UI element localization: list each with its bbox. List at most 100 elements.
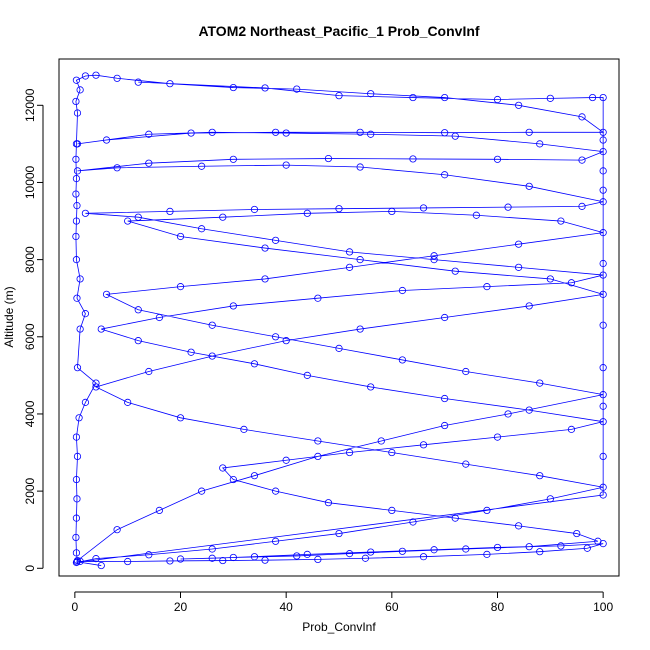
data-point (282, 456, 290, 464)
x-axis: 0 20 40 60 80 100 (72, 591, 613, 614)
data-point (208, 554, 216, 562)
data-point (76, 86, 84, 94)
data-point (599, 198, 607, 206)
data-point (599, 483, 607, 491)
data-point (398, 356, 406, 364)
data-point (72, 256, 81, 264)
data-point (567, 425, 576, 433)
data-point (73, 294, 81, 302)
data-point (599, 128, 607, 136)
data-point (599, 321, 607, 329)
data-point (303, 371, 311, 379)
data-point (271, 487, 280, 495)
data-point (367, 130, 375, 138)
data-point (356, 325, 364, 333)
data-point (314, 437, 322, 445)
data-point (124, 398, 132, 406)
data-point (72, 475, 81, 484)
data-point (229, 302, 237, 310)
data-point (599, 402, 607, 410)
data-point (324, 499, 333, 507)
y-axis: 0 2000 4000 6000 8000 10000 12000 (23, 88, 44, 572)
data-point (72, 140, 81, 148)
data-point (599, 452, 607, 460)
data-point (599, 167, 607, 175)
data-point (335, 92, 343, 100)
data-point (97, 325, 105, 333)
y-tick-label: 10000 (23, 165, 37, 199)
data-point (388, 506, 396, 515)
data-point (293, 552, 301, 560)
data-point (599, 271, 607, 279)
data-point (525, 302, 533, 310)
data-point (515, 522, 523, 530)
data-point (208, 545, 216, 553)
data-point (81, 209, 90, 217)
data-point (166, 80, 174, 88)
data-point (187, 129, 195, 137)
y-tick-label: 0 (23, 565, 37, 572)
chart-title: ATOM2 Northeast_Pacific_1 Prob_ConvInf (198, 23, 479, 39)
data-point (599, 229, 607, 237)
data-point (155, 313, 163, 322)
data-point (599, 259, 607, 268)
data-point (441, 93, 449, 102)
data-point (134, 337, 142, 345)
data-point (536, 140, 544, 148)
data-point (504, 410, 512, 418)
data-point (102, 136, 111, 144)
data-point (451, 267, 459, 275)
data-point (462, 545, 470, 553)
data-point (515, 263, 523, 271)
data-point (599, 186, 607, 194)
data-point (124, 557, 132, 566)
data-point (361, 554, 370, 562)
data-point (303, 209, 311, 217)
data-point (155, 506, 163, 515)
data-point (250, 205, 259, 214)
data-point (599, 148, 607, 156)
data-point (282, 161, 290, 169)
data-point (546, 275, 554, 283)
data-point (472, 211, 480, 219)
data-point (483, 283, 491, 291)
data-point (419, 204, 428, 212)
data-point (261, 84, 269, 92)
data-point (588, 93, 597, 102)
data-point (419, 553, 428, 561)
y-tick-label: 12000 (23, 88, 37, 122)
y-tick-label: 8000 (23, 246, 37, 273)
data-point (229, 155, 237, 163)
data-point (335, 205, 343, 213)
data-point (92, 71, 100, 79)
data-point (72, 549, 81, 557)
data-point (72, 514, 81, 522)
data-point (145, 551, 153, 559)
data-point (525, 543, 533, 551)
data-point (345, 248, 354, 256)
data-point (282, 337, 290, 345)
data-point (546, 94, 554, 102)
x-tick-label: 80 (491, 600, 505, 614)
data-point (219, 464, 227, 472)
data-point (345, 448, 354, 457)
data-point (314, 452, 322, 460)
series-line (75, 74, 605, 566)
data-point (92, 383, 100, 391)
data-point (324, 154, 333, 163)
x-tick-label: 40 (279, 600, 293, 614)
data-point (441, 313, 449, 322)
data-point (515, 101, 523, 109)
data-point (113, 164, 121, 172)
data-point (219, 556, 227, 565)
data-point (388, 207, 396, 215)
data-point (113, 74, 121, 82)
data-point (578, 113, 586, 121)
data-point (567, 279, 576, 287)
data-point (176, 555, 185, 563)
data-point (345, 550, 354, 558)
data-point (176, 414, 185, 422)
data-point (219, 213, 227, 221)
data-point (356, 256, 364, 264)
